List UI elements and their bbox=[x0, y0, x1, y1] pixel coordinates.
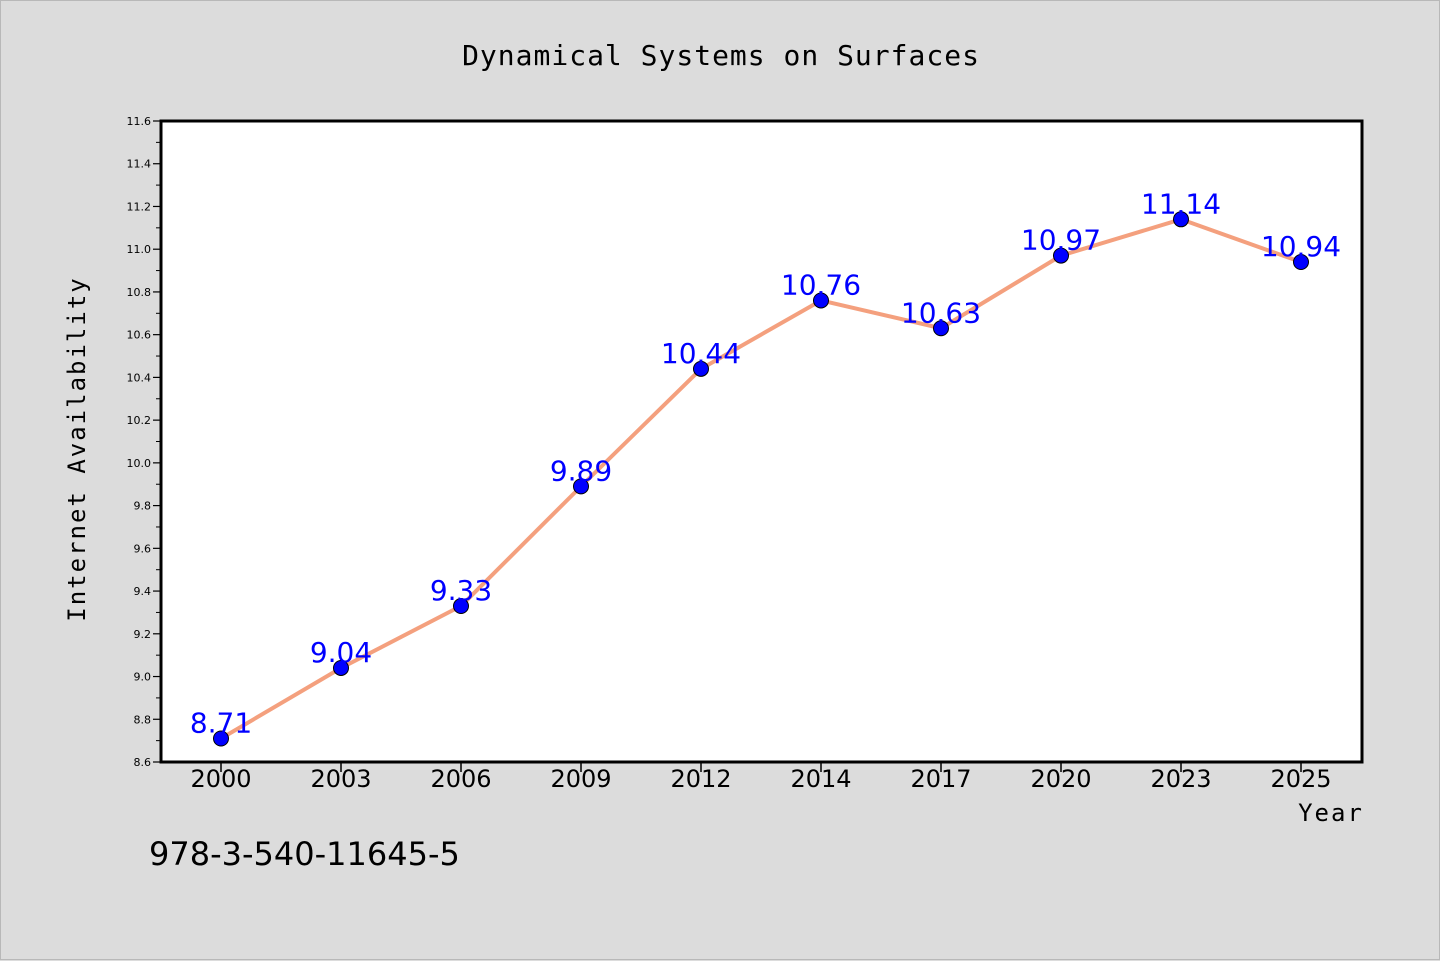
y-tick-label: 9.2 bbox=[134, 628, 152, 641]
data-point bbox=[1053, 247, 1069, 264]
x-tick-label: 2009 bbox=[550, 765, 611, 793]
y-axis-ticks: 8.6 8.8 9.0 9.2 9.4 9.6 9.8 10.0 10.2 10.4 10.6 10.… bbox=[127, 115, 161, 769]
data-label: 11.14 bbox=[1141, 187, 1221, 220]
x-axis-ticks: 2000 2003 2006 2009 2012 2014 2017 2020 2023 2025 bbox=[190, 762, 1332, 793]
data-point bbox=[933, 320, 949, 337]
data-label: 10.76 bbox=[781, 268, 861, 301]
plot-border bbox=[159, 119, 1364, 764]
data-label: 9.33 bbox=[430, 574, 492, 607]
y-tick-label: 11.4 bbox=[127, 158, 152, 171]
data-point bbox=[693, 360, 709, 377]
x-tick-label: 2017 bbox=[910, 765, 971, 793]
y-tick-label: 11.2 bbox=[127, 200, 152, 213]
plot-area bbox=[161, 121, 1362, 762]
chart-title: Dynamical Systems on Surfaces bbox=[462, 39, 980, 72]
y-tick-label: 11.6 bbox=[127, 115, 152, 128]
x-tick-label: 2000 bbox=[190, 765, 251, 793]
y-tick-label: 11.0 bbox=[127, 243, 152, 256]
x-tick-label: 2014 bbox=[790, 765, 851, 793]
y-tick-label: 8.8 bbox=[134, 713, 152, 726]
y-tick-label: 10.2 bbox=[127, 414, 152, 427]
x-tick-label: 2020 bbox=[1030, 765, 1091, 793]
x-tick-label: 2023 bbox=[1150, 765, 1211, 793]
y-tick-label: 10.6 bbox=[127, 329, 152, 342]
data-label: 8.71 bbox=[190, 706, 252, 739]
data-label: 10.63 bbox=[901, 296, 981, 329]
data-point bbox=[1173, 211, 1189, 228]
data-label: 9.04 bbox=[310, 636, 372, 669]
data-point bbox=[573, 478, 589, 495]
y-tick-label: 9.6 bbox=[134, 542, 152, 555]
y-tick-label: 10.8 bbox=[127, 286, 152, 299]
data-point bbox=[813, 292, 829, 309]
y-axis-label: Internet Availability bbox=[63, 276, 91, 621]
data-label: 9.89 bbox=[550, 454, 612, 487]
series-line bbox=[219, 217, 1303, 741]
data-point bbox=[1293, 254, 1309, 271]
data-label: 10.97 bbox=[1021, 224, 1101, 257]
data-label: 10.94 bbox=[1261, 230, 1341, 263]
y-tick-label: 8.6 bbox=[134, 756, 152, 769]
series-markers bbox=[213, 211, 1309, 747]
x-tick-label: 2003 bbox=[310, 765, 371, 793]
isbn-label: 978-3-540-11645-5 bbox=[149, 835, 460, 873]
x-axis-label: Year bbox=[1298, 799, 1364, 827]
x-tick-label: 2012 bbox=[670, 765, 731, 793]
y-tick-label: 9.0 bbox=[134, 671, 152, 684]
data-point bbox=[453, 598, 469, 615]
data-point bbox=[333, 659, 349, 676]
y-tick-label: 9.8 bbox=[134, 500, 152, 513]
data-label: 10.44 bbox=[661, 337, 741, 370]
y-tick-label: 10.0 bbox=[127, 457, 152, 470]
x-tick-label: 2006 bbox=[430, 765, 491, 793]
x-tick-label: 2025 bbox=[1270, 765, 1331, 793]
data-point bbox=[213, 730, 229, 747]
y-tick-label: 9.4 bbox=[134, 585, 152, 598]
y-tick-label: 10.4 bbox=[127, 371, 152, 384]
data-labels: 8.71 9.04 9.33 9.89 10.44 10.76 10.63 10.97 11.1… bbox=[190, 187, 1341, 739]
